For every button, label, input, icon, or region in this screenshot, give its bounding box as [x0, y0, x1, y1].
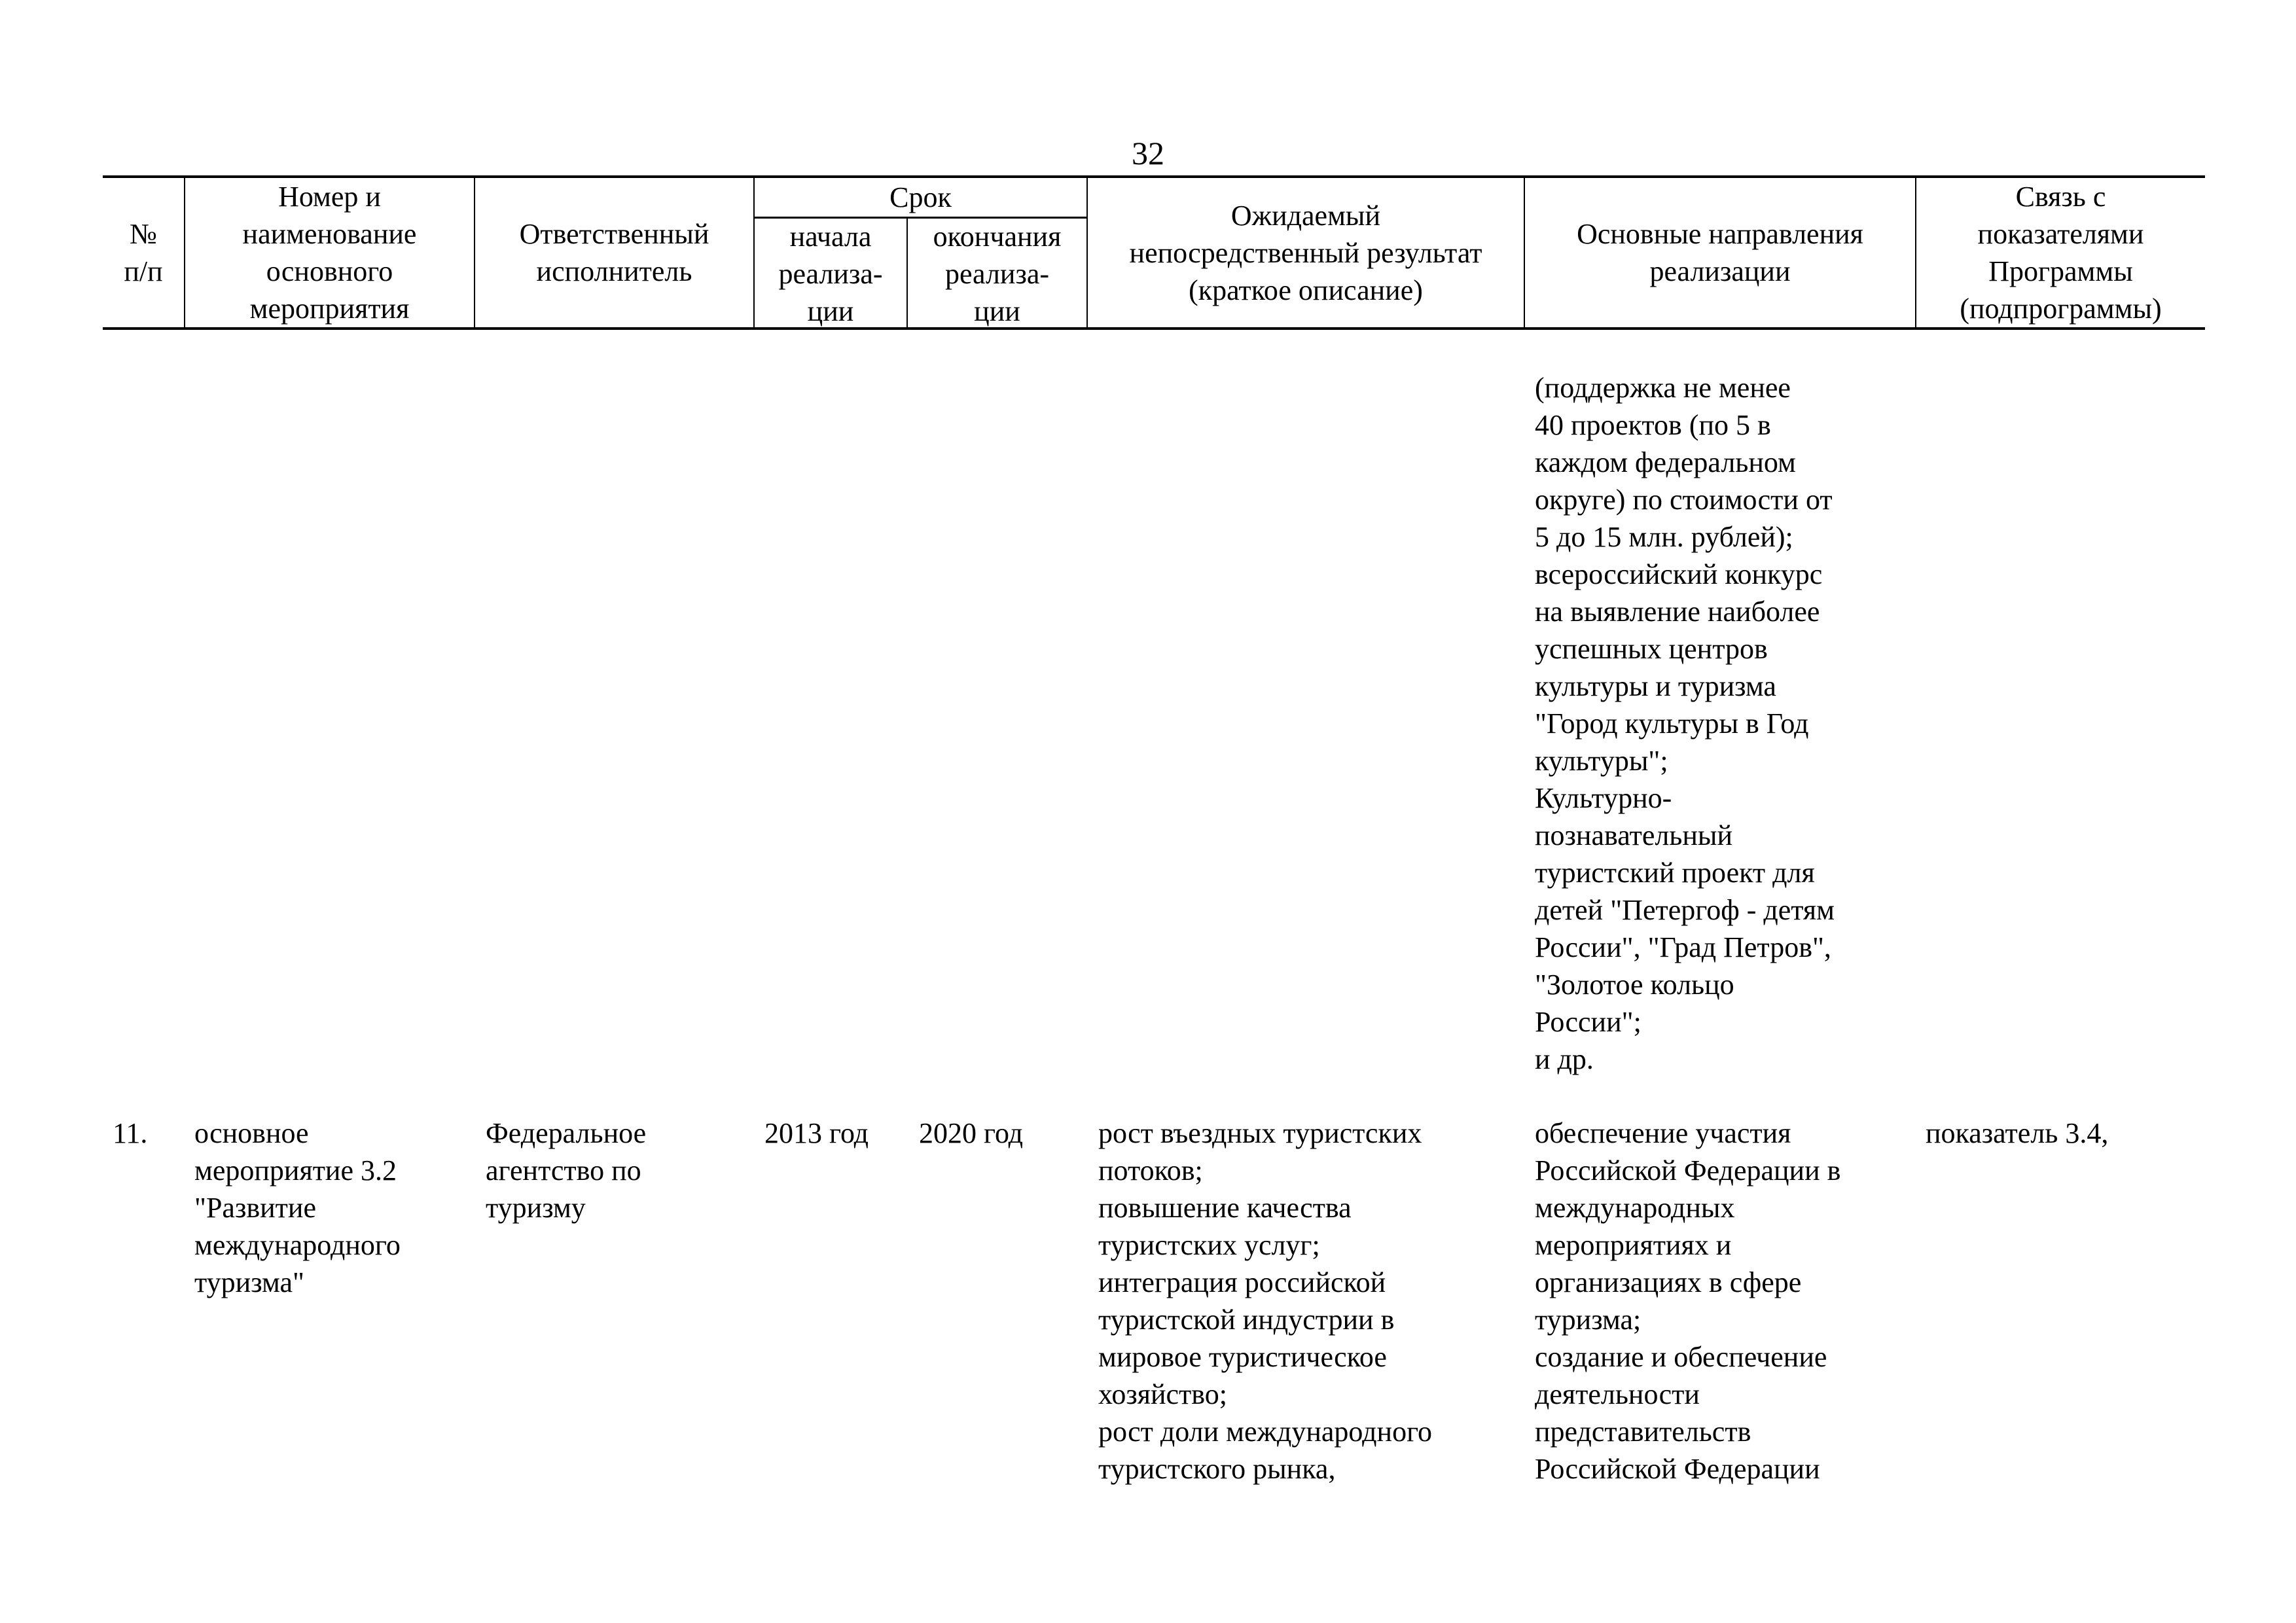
- header-top-rule: [103, 175, 2205, 178]
- row-directions: обеспечение участия Российской Федерации…: [1535, 1117, 1841, 1485]
- continuation-directions: (поддержка не менее 40 проектов (по 5 в …: [1535, 372, 1835, 1075]
- header-term: Срок: [889, 181, 952, 213]
- row-link: показатель 3.4,: [1926, 1117, 2109, 1149]
- header-result: Ожидаемый непосредственный результат (кр…: [1129, 199, 1482, 306]
- row-executor: Федеральное агентство по туризму: [486, 1117, 647, 1224]
- row-end: 2020 год: [919, 1117, 1024, 1149]
- header-bottom-rule: [103, 327, 2205, 330]
- header-executor: Ответственный исполнитель: [519, 218, 709, 287]
- header-link: Связь с показателями Программы (подпрогр…: [1960, 181, 2162, 325]
- header-num: № п/п: [124, 218, 163, 287]
- row-start: 2013 год: [764, 1117, 869, 1149]
- header-end: окончания реализа- ции: [933, 220, 1062, 327]
- header-start: начала реализа- ции: [778, 220, 883, 327]
- row-num: 11.: [113, 1117, 148, 1149]
- col-divider: [1524, 177, 1525, 329]
- header-directions: Основные направления реализации: [1577, 218, 1863, 287]
- col-divider: [1915, 177, 1916, 329]
- row-name: основное мероприятие 3.2 "Развитие между…: [194, 1117, 401, 1298]
- row-result: рост въездных туристских потоков; повыше…: [1098, 1117, 1433, 1485]
- col-divider: [474, 177, 475, 329]
- col-divider: [184, 177, 185, 329]
- col-divider: [906, 218, 908, 329]
- col-divider: [753, 177, 755, 329]
- col-divider: [1086, 177, 1088, 329]
- term-divider: [753, 217, 1086, 219]
- page-number: 32: [1132, 135, 1164, 171]
- header-name: Номер и наименование основного мероприят…: [242, 181, 417, 325]
